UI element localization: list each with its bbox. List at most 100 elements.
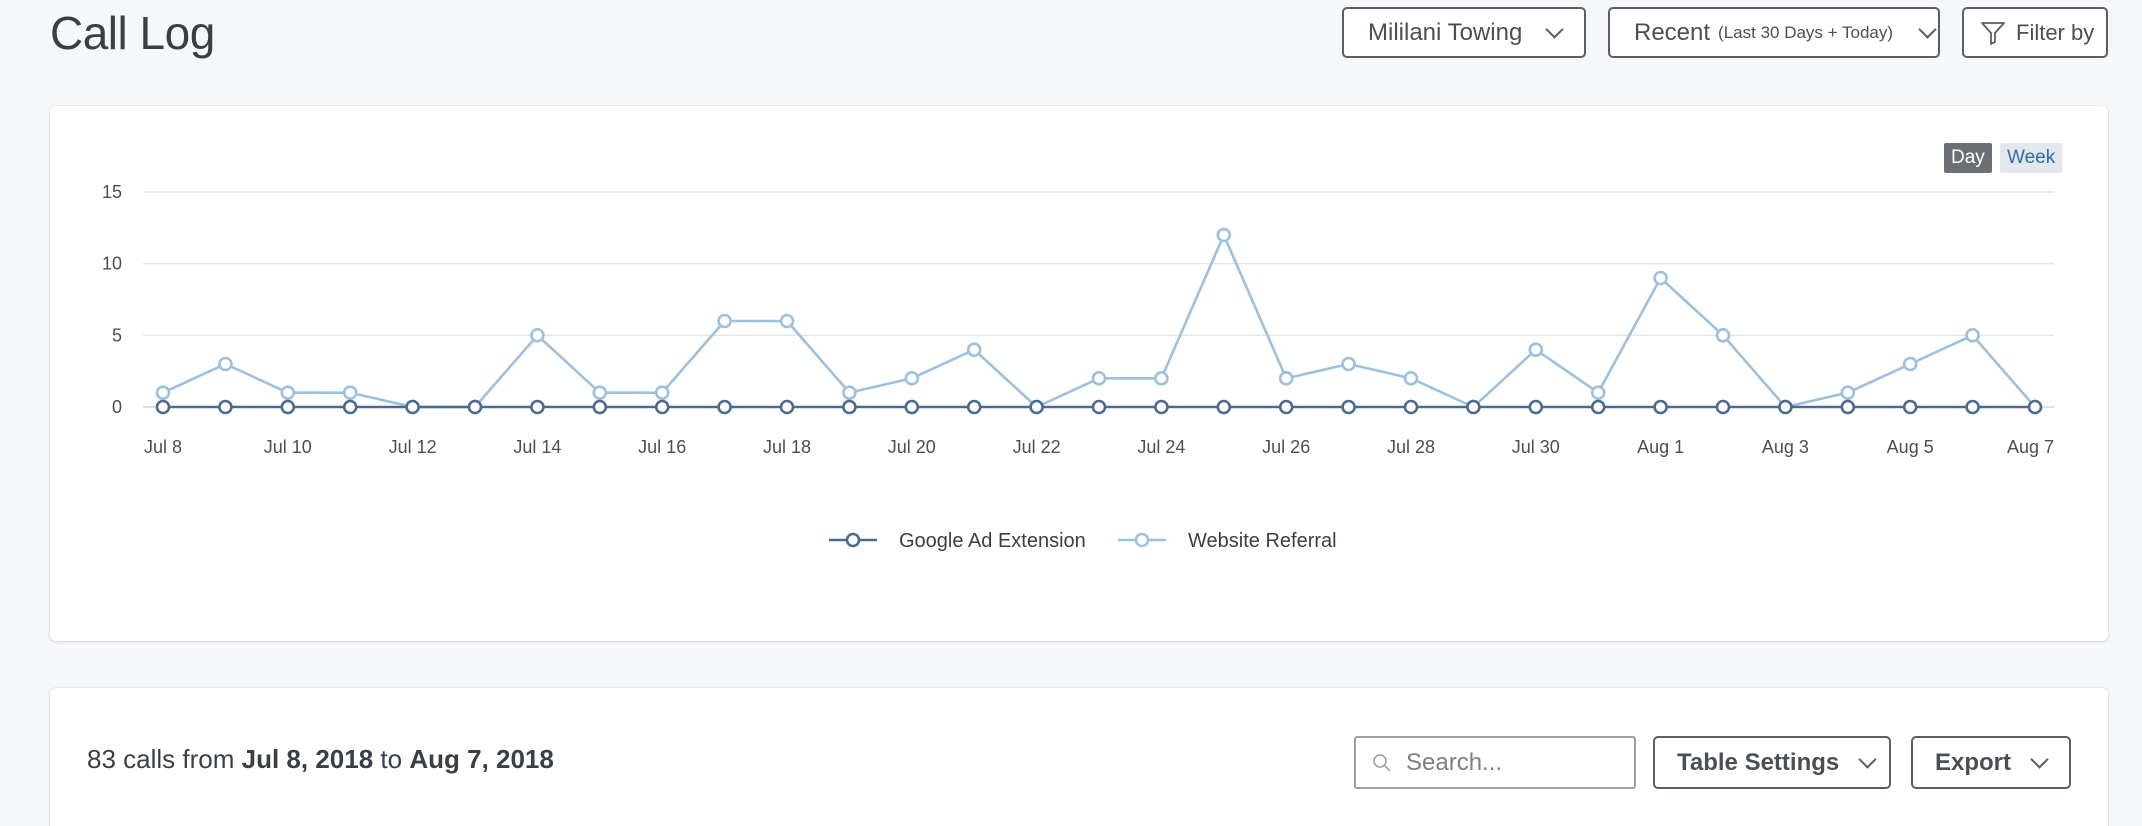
export-button[interactable]: Export xyxy=(1911,736,2071,789)
data-point xyxy=(1590,399,1606,415)
calls-count: 83 xyxy=(87,744,116,774)
data-point xyxy=(1653,399,1668,415)
date-range-sublabel: (Last 30 Days + Today) xyxy=(1718,22,1894,42)
data-point xyxy=(1403,371,1419,386)
data-point xyxy=(1902,356,1918,372)
data-point xyxy=(717,313,732,329)
x-tick-label: Jul 30 xyxy=(1512,437,1560,457)
end-date: Aug 7, 2018 xyxy=(409,744,554,774)
data-point xyxy=(1341,356,1356,372)
data-point xyxy=(280,399,296,415)
data-point xyxy=(1715,399,1731,415)
data-point xyxy=(1528,399,1544,415)
data-point xyxy=(1216,399,1232,415)
week-toggle-button[interactable]: Week xyxy=(2000,143,2063,173)
chevron-down-icon xyxy=(1918,19,1937,39)
x-tick-label: Jul 26 xyxy=(1262,437,1310,457)
y-tick-label: 0 xyxy=(112,397,122,417)
data-point xyxy=(1278,399,1294,415)
x-tick-label: Jul 8 xyxy=(144,437,182,457)
data-point xyxy=(1902,399,1918,415)
search-input[interactable] xyxy=(1406,748,1626,777)
data-point xyxy=(966,399,982,415)
search-box[interactable] xyxy=(1354,736,1636,789)
x-tick-label: Jul 28 xyxy=(1387,437,1435,457)
data-point xyxy=(2027,399,2043,415)
data-point xyxy=(342,385,358,400)
data-point xyxy=(1029,399,1044,415)
data-point xyxy=(1715,328,1731,343)
data-point xyxy=(842,385,857,400)
call-table-card: 83 calls from Jul 8, 2018 to Aug 7, 2018… xyxy=(50,688,2108,826)
data-point xyxy=(1278,371,1294,386)
data-point xyxy=(1965,328,1980,343)
data-point xyxy=(1091,371,1107,386)
date-range-label: Recent xyxy=(1634,18,1711,46)
chevron-down-icon xyxy=(1545,19,1564,39)
data-point xyxy=(218,399,233,415)
data-point xyxy=(904,399,920,415)
calls-from-text: calls from xyxy=(123,744,235,774)
data-point xyxy=(530,399,545,415)
calls-summary: 83 calls from Jul 8, 2018 to Aug 7, 2018 xyxy=(87,744,554,775)
data-point xyxy=(1091,399,1107,415)
x-tick-label: Jul 14 xyxy=(513,437,561,457)
data-point xyxy=(779,313,795,329)
x-tick-label: Aug 1 xyxy=(1637,437,1684,457)
y-tick-label: 10 xyxy=(102,254,122,274)
data-point xyxy=(1216,227,1232,243)
data-point xyxy=(1466,399,1481,415)
data-point xyxy=(654,385,670,400)
data-point xyxy=(717,399,732,415)
legend-marker xyxy=(845,532,861,548)
x-tick-label: Jul 22 xyxy=(1013,437,1061,457)
search-icon xyxy=(1373,753,1391,772)
chart-card: Day Week 0 5 10 15 Jul 8 Jul 10 Jul 12 Jul 14 Ju… xyxy=(50,106,2108,641)
data-point xyxy=(1778,399,1793,415)
x-tick-label: Jul 16 xyxy=(638,437,686,457)
data-point xyxy=(1840,385,1856,400)
data-point xyxy=(1528,342,1544,357)
filter-icon xyxy=(1981,21,2005,45)
data-point xyxy=(467,399,483,415)
data-point xyxy=(530,328,545,343)
x-tick-label: Jul 20 xyxy=(888,437,936,457)
data-point xyxy=(779,399,795,415)
data-point xyxy=(1154,399,1169,415)
company-select-button[interactable]: Mililani Towing xyxy=(1342,7,1586,58)
call-volume-chart: 0 5 10 15 Jul 8 Jul 10 Jul 12 Jul 14 Jul 16 Jul 1… xyxy=(102,182,2054,552)
x-tick-label: Aug 3 xyxy=(1762,437,1809,457)
data-point xyxy=(342,399,358,415)
x-tick-label: Aug 7 xyxy=(2007,437,2054,457)
data-point xyxy=(280,385,296,400)
y-tick-label: 5 xyxy=(112,325,122,345)
date-range-select-button[interactable]: Recent (Last 30 Days + Today) xyxy=(1608,7,1940,58)
filter-by-button[interactable]: Filter by xyxy=(1962,7,2108,58)
data-point xyxy=(405,399,420,415)
data-point xyxy=(1840,399,1856,415)
legend-label: Website Referral xyxy=(1188,530,1337,552)
table-settings-label: Table Settings xyxy=(1677,748,1840,776)
data-point xyxy=(1341,399,1356,415)
data-point xyxy=(1965,399,1980,415)
data-point xyxy=(592,399,608,415)
day-toggle-button[interactable]: Day xyxy=(1944,143,1992,173)
data-point xyxy=(155,385,171,400)
x-tick-label: Jul 10 xyxy=(264,437,312,457)
start-date: Jul 8, 2018 xyxy=(241,744,374,774)
filter-by-label: Filter by xyxy=(2016,19,2095,45)
data-point xyxy=(966,342,982,357)
x-tick-label: Aug 5 xyxy=(1887,437,1934,457)
company-select-label: Mililani Towing xyxy=(1368,18,1523,46)
data-point xyxy=(1154,371,1169,386)
data-point xyxy=(654,399,670,415)
page-title: Call Log xyxy=(50,7,215,59)
data-point xyxy=(155,399,171,415)
export-label: Export xyxy=(1935,748,2012,776)
chevron-down-icon xyxy=(1858,749,1877,769)
data-point xyxy=(218,356,233,372)
data-point xyxy=(1653,270,1668,286)
data-point xyxy=(842,399,857,415)
table-settings-button[interactable]: Table Settings xyxy=(1653,736,1891,789)
data-point xyxy=(1403,399,1419,415)
